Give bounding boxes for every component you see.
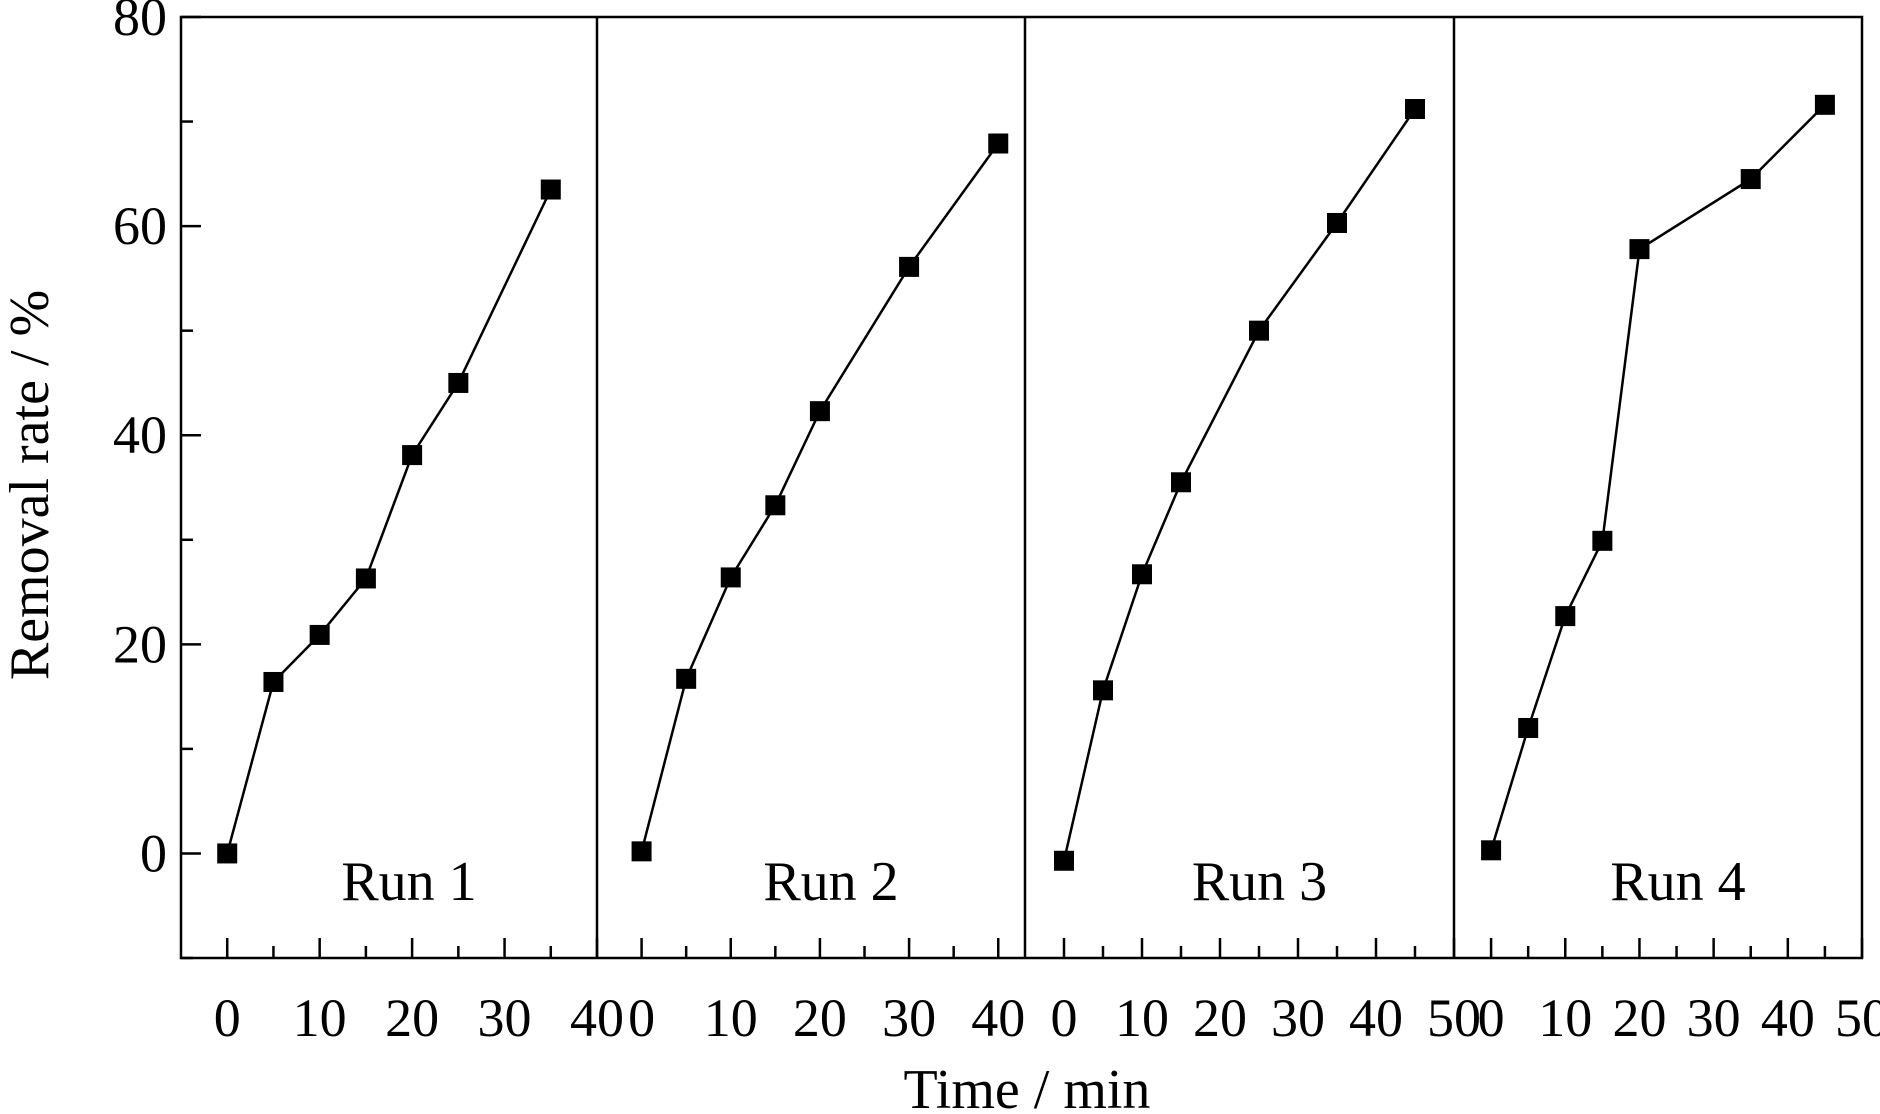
data-point [765,495,786,516]
x-tick-label: 40 [971,988,1025,1048]
x-tick-label: 10 [1115,988,1169,1048]
series-line-run-3 [1062,108,1417,862]
x-tick-label: 10 [293,988,347,1048]
x-axes: 0 10 20 30 40 0 10 20 30 40 0 10 20 30 40 500 10 20 30 40 50 [214,938,1880,1048]
y-axis: 0 20 40 60 80 [113,0,201,960]
x-tick-label: 40 [1761,988,1815,1048]
y-tick-label: 20 [113,614,167,674]
panel-label: Run 4 [1610,851,1745,913]
x-tick-label: 0 [214,988,241,1048]
x-tick-label: 30 [1687,988,1741,1048]
x-tick-label: 20 [793,988,847,1048]
panel-label: Run 1 [341,851,476,913]
data-point [1592,530,1613,551]
x-tick-label: 40 [1349,988,1403,1048]
y-axis-title: Removal rate / % [0,290,61,680]
x-tick-label: 0 [1478,988,1505,1048]
data-point [263,671,284,692]
data-point [1327,212,1347,233]
data-point [309,624,330,645]
data-point [355,568,376,589]
data-point [1629,239,1650,260]
data-point [448,372,469,393]
data-point [899,256,920,277]
x-tick-label: 10 [1538,988,1592,1048]
x-tick-label: 40 [570,988,624,1048]
y-tick-label: 40 [113,405,167,465]
x-tick-label: 50 [1427,988,1481,1048]
x-axis-title: Time / min [904,1059,1151,1114]
data-point [720,567,741,588]
data-point [631,841,652,862]
data-point [1740,169,1761,190]
series-line-run-4 [1489,103,1826,851]
data-point [217,843,238,864]
x-tick-label: 20 [1193,988,1247,1048]
data-point [676,668,697,689]
run-labels: Run 1 Run 2 Run 3 Run 4 [341,851,1745,913]
data-point [1555,606,1576,627]
x-tick-label: 50 [1835,988,1880,1048]
data-point [1814,94,1835,115]
data-point [1405,99,1425,120]
series-layer [217,94,1835,871]
data-point [1518,717,1539,738]
x-tick-label: 10 [704,988,758,1048]
x-tick-label: 30 [1271,988,1325,1048]
x-tick-label: 20 [1612,988,1666,1048]
data-point [1171,472,1191,493]
x-tick-label: 20 [385,988,439,1048]
x-tick-label: 30 [478,988,532,1048]
data-point [402,445,423,466]
series-line-run-2 [640,142,1000,852]
panel-label: Run 2 [763,851,898,913]
x-tick-label: 0 [1051,988,1078,1048]
y-tick-label: 60 [113,196,167,256]
y-tick-label: 0 [140,823,167,883]
data-point [1132,564,1152,585]
panel-label: Run 3 [1192,851,1327,913]
x-tick-label: 0 [628,988,655,1048]
data-point [1093,680,1113,701]
data-point [809,401,830,422]
panel-frames [179,15,1864,960]
y-tick-label: 80 [113,0,167,47]
data-point [540,179,561,200]
data-point [1054,850,1074,871]
plot-frame [179,15,1864,960]
data-point [1249,320,1269,341]
data-point [988,133,1009,154]
x-tick-label: 30 [882,988,936,1048]
data-point [1481,840,1502,861]
series-line-run-1 [225,188,552,854]
